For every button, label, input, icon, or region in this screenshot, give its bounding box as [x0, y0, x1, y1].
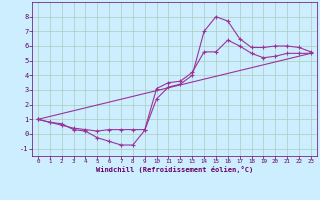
X-axis label: Windchill (Refroidissement éolien,°C): Windchill (Refroidissement éolien,°C)	[96, 166, 253, 173]
